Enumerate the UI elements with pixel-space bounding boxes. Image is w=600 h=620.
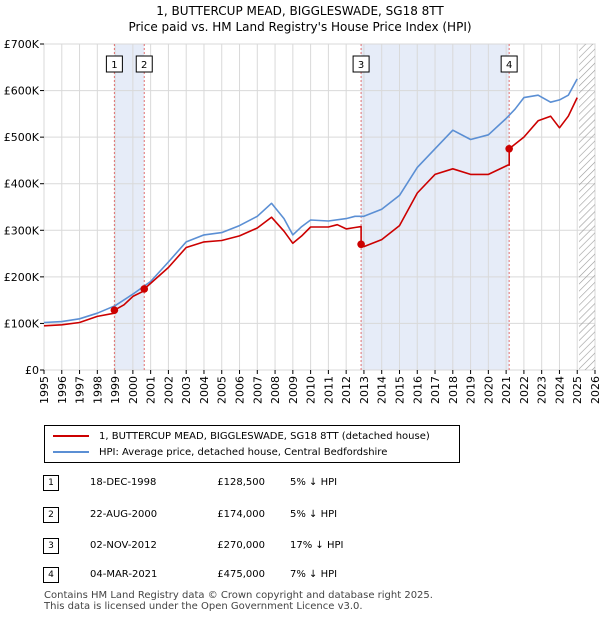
x-tick-label: 2016 — [411, 376, 424, 404]
x-tick-label: 2014 — [376, 376, 389, 404]
chart-legend: 1, BUTTERCUP MEAD, BIGGLESWADE, SG18 8TT… — [44, 425, 460, 463]
x-tick-label: 2013 — [358, 376, 371, 404]
transaction-row: 2 22-AUG-2000 £174,000 5% ↓ HPI — [0, 507, 600, 527]
legend-item-hpi: HPI: Average price, detached house, Cent… — [53, 445, 387, 459]
x-tick-label: 2025 — [571, 376, 584, 404]
chart-title: 1, BUTTERCUP MEAD, BIGGLESWADE, SG18 8TT — [156, 4, 444, 18]
transaction-hpi: 7% ↓ HPI — [290, 569, 338, 580]
x-tick-label: 2005 — [216, 376, 229, 404]
legend-swatch-property — [53, 435, 89, 437]
sale-marker-box — [352, 55, 370, 73]
sale-point — [505, 144, 513, 153]
footer: Contains HM Land Registry data © Crown c… — [44, 590, 433, 612]
legend-item-property: 1, BUTTERCUP MEAD, BIGGLESWADE, SG18 8TT… — [53, 429, 430, 443]
x-tick-label: 1997 — [74, 376, 87, 404]
y-tick-label: £300K — [4, 224, 40, 237]
x-tick-label: 2015 — [393, 376, 406, 404]
transaction-number: 1 — [43, 475, 59, 491]
y-tick-label: £400K — [4, 178, 40, 191]
transaction-number: 2 — [43, 507, 59, 523]
y-tick-label: £500K — [4, 131, 40, 144]
transaction-row: 3 02-NOV-2012 £270,000 17% ↓ HPI — [0, 538, 600, 558]
x-tick-label: 2026 — [589, 376, 600, 404]
price-chart: 1 2 3 4 £0 £100K £200K £300K £400K £500K £600K £70… — [4, 38, 600, 404]
transaction-date: 22-AUG-2000 — [90, 509, 158, 520]
x-tick-label: 1998 — [91, 376, 104, 404]
sale-point — [357, 240, 365, 249]
x-tick-label: 1999 — [109, 376, 122, 404]
x-tick-label: 2024 — [553, 376, 566, 404]
x-tick-label: 2018 — [447, 376, 460, 404]
x-tick-label: 2004 — [198, 376, 211, 404]
x-tick-label: 2022 — [518, 376, 531, 404]
y-tick-label: £100K — [4, 317, 40, 330]
transaction-hpi: 5% ↓ HPI — [290, 477, 338, 488]
transaction-hpi: 5% ↓ HPI — [290, 509, 338, 520]
transaction-price: £475,000 — [217, 569, 265, 580]
transaction-hpi: 17% ↓ HPI — [290, 540, 344, 551]
transaction-number: 4 — [43, 567, 59, 583]
transaction-date: 02-NOV-2012 — [90, 540, 157, 551]
x-tick-label: 2012 — [340, 376, 353, 404]
future-hatch-region — [579, 44, 595, 370]
transaction-price: £128,500 — [217, 477, 265, 488]
sale-marker-label: 3 — [358, 60, 364, 71]
sale-marker-box — [135, 55, 153, 73]
hpi-line — [43, 78, 578, 324]
property-price-line — [43, 97, 578, 327]
transaction-date: 18-DEC-1998 — [90, 477, 157, 488]
x-tick-label: 2008 — [269, 376, 282, 404]
transaction-price: £270,000 — [217, 540, 265, 551]
x-tick-label: 2010 — [305, 376, 318, 404]
legend-swatch-hpi — [53, 451, 89, 453]
sale-marker-box — [105, 55, 123, 73]
transaction-number: 3 — [43, 538, 59, 554]
x-tick-label: 2000 — [127, 376, 140, 404]
footer-copyright: Contains HM Land Registry data © Crown c… — [44, 590, 433, 601]
x-tick-label: 1995 — [38, 376, 51, 404]
sale-point — [140, 285, 149, 293]
sale-marker-label: 1 — [111, 60, 117, 71]
x-tick-label: 2009 — [287, 376, 300, 404]
x-tick-label: 2007 — [251, 376, 264, 404]
transaction-price: £174,000 — [217, 509, 265, 520]
x-tick-label: 2023 — [536, 376, 549, 404]
x-tick-label: 2001 — [145, 376, 158, 404]
x-tick-label: 2006 — [234, 376, 247, 404]
x-tick-label: 2019 — [465, 376, 478, 404]
sale-marker-label: 2 — [141, 60, 147, 71]
y-tick-label: £200K — [4, 271, 40, 284]
transaction-date: 04-MAR-2021 — [90, 569, 158, 580]
chart-subtitle: Price paid vs. HM Land Registry's House … — [128, 20, 472, 34]
y-tick-label: £700K — [4, 38, 40, 51]
ownership-period-shade — [114, 44, 145, 370]
legend-label-hpi: HPI: Average price, detached house, Cent… — [99, 446, 388, 458]
x-tick-label: 2017 — [429, 376, 442, 404]
x-tick-label: 2011 — [322, 376, 335, 404]
legend-label-property: 1, BUTTERCUP MEAD, BIGGLESWADE, SG18 8TT… — [99, 430, 430, 442]
footer-licence: This data is licensed under the Open Gov… — [44, 601, 363, 612]
x-tick-label: 2021 — [500, 376, 513, 404]
x-tick-label: 2003 — [180, 376, 193, 404]
x-tick-label: 2020 — [482, 376, 495, 404]
x-tick-label: 2002 — [162, 376, 175, 404]
y-tick-label: £0 — [25, 364, 39, 377]
sale-point — [110, 306, 119, 314]
x-tick-label: 1996 — [56, 376, 69, 404]
sale-marker-label: 4 — [506, 60, 512, 71]
sale-marker-box — [500, 55, 518, 73]
transaction-row: 1 18-DEC-1998 £128,500 5% ↓ HPI — [0, 475, 600, 495]
y-tick-label: £600K — [4, 85, 40, 98]
transaction-row: 4 04-MAR-2021 £475,000 7% ↓ HPI — [0, 567, 600, 587]
